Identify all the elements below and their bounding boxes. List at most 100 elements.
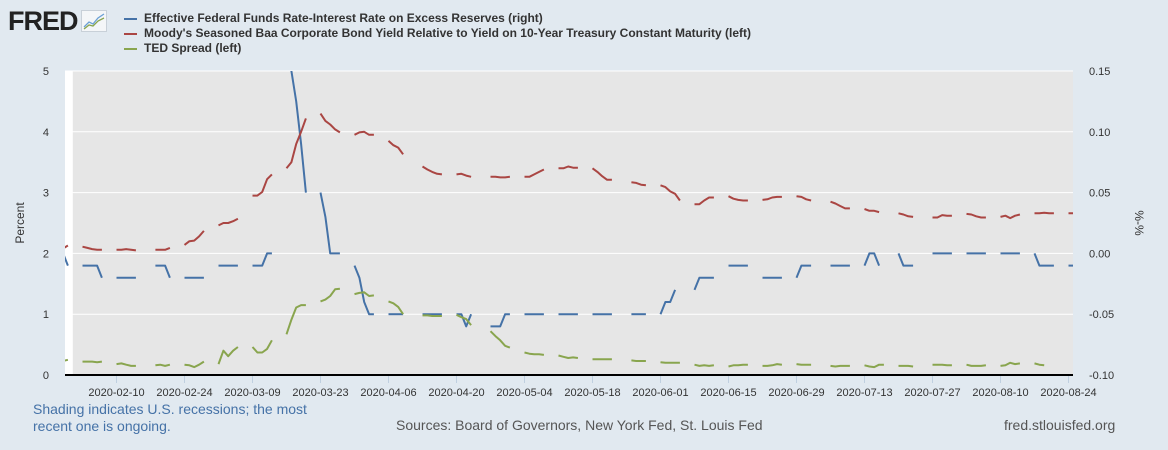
series-line-segment (456, 313, 472, 326)
series-line-segment (966, 212, 986, 219)
series-line-segment (319, 113, 341, 134)
series-line-segment (65, 244, 69, 249)
y-tick-label: 3 (43, 188, 49, 200)
series-line-segment (65, 255, 69, 266)
series-line-segment (82, 360, 103, 364)
series-line-segment (1000, 361, 1021, 367)
series-line-segment (591, 167, 612, 181)
series-line-segment (796, 195, 812, 202)
y-right-tick-label: -0.05 (1089, 309, 1114, 321)
x-tick-label: 2020-06-01 (632, 387, 688, 399)
series-line-segment (421, 165, 443, 176)
series-line-segment (932, 214, 952, 219)
series-line-segment (1034, 211, 1054, 215)
x-tick-label: 2020-04-06 (360, 387, 416, 399)
series-line-segment (387, 140, 404, 155)
y-right-tick-label: 0.15 (1089, 66, 1110, 78)
series-line-segment (897, 253, 914, 267)
y-tick-label: 2 (43, 248, 49, 260)
series-line-segment (285, 118, 307, 169)
series-line-segment (1000, 213, 1021, 220)
series-line-segment (728, 195, 748, 202)
chart-legend: Effective Federal Funds Rate-Interest Ra… (124, 11, 751, 56)
series-line-segment (728, 363, 748, 368)
series-line-segment (660, 184, 681, 202)
series-line-segment (82, 245, 102, 251)
y-tick-label: 1 (43, 309, 49, 321)
series-line-segment (1033, 253, 1054, 267)
series-line-segment (290, 71, 307, 193)
series-line-segment (631, 181, 647, 187)
x-tick-label: 2020-08-24 (1040, 387, 1096, 399)
series-line-segment (252, 252, 272, 267)
x-tick-label: 2020-07-27 (904, 387, 960, 399)
series-line-segment (320, 287, 341, 303)
series-line-segment (830, 364, 850, 368)
y-tick-label: 0 (43, 370, 49, 382)
legend-swatch-red (124, 32, 137, 35)
y-axis-title-left: Percent (13, 202, 27, 244)
series-line-segment (217, 346, 239, 365)
x-tick-label: 2020-03-23 (292, 387, 348, 399)
series-line-segment (252, 173, 273, 197)
series-line-segment (183, 230, 205, 246)
y-right-tick-label: 0.10 (1089, 127, 1110, 139)
x-axis: 2020-02-10 2020-02-24 2020-03-09 2020-03-23… (88, 375, 1097, 399)
chart-line-icon (80, 10, 107, 32)
series-line-segment (932, 363, 952, 367)
y-tick-label: 5 (43, 66, 49, 78)
series-line-segment (489, 330, 511, 349)
recession-note: Shading indicates U.S. recessions; the m… (33, 401, 307, 434)
series-line-segment (422, 314, 442, 317)
series-line-segment (864, 363, 884, 369)
legend-label: TED Spread (left) (144, 41, 242, 55)
sources-text: Sources: Board of Governors, New York Fe… (396, 417, 763, 433)
y-tick-label: 4 (43, 127, 49, 139)
series-line-segment (353, 265, 374, 316)
series-line-segment (558, 165, 578, 170)
series-line-segment (354, 291, 375, 297)
x-tick-label: 2020-08-10 (972, 387, 1028, 399)
series-line-segment (184, 360, 205, 369)
legend-swatch-blue (124, 17, 137, 20)
y-right-tick-label: -0.10 (1089, 370, 1114, 382)
series-2 (65, 287, 1045, 369)
series-line-segment (694, 196, 714, 206)
y-right-tick-label: 0.00 (1089, 248, 1110, 260)
series-line-segment (490, 175, 511, 179)
y-axis-left: 0 1 2 3 4 5 (43, 66, 49, 382)
series-line-segment (155, 363, 171, 367)
legend-item-baa-spread[interactable]: Moody's Seasoned Baa Corporate Bond Yiel… (124, 26, 751, 41)
series-line-segment (864, 208, 880, 214)
series-line-segment (660, 361, 680, 364)
series-line-segment (762, 195, 782, 201)
series-line-segment (456, 172, 472, 178)
series-line-segment (795, 264, 812, 279)
legend-item-ted-spread[interactable]: TED Spread (left) (124, 41, 751, 56)
series-line-segment (898, 364, 914, 368)
x-tick-label: 2020-05-04 (496, 387, 552, 399)
gridlines (65, 70, 1073, 315)
series-line-segment (558, 354, 579, 359)
fred-logo[interactable]: FRED (8, 6, 107, 36)
series-line-segment (218, 217, 239, 227)
series-line-segment (524, 351, 545, 356)
series-lines (65, 71, 1073, 369)
series-line-segment (694, 363, 715, 367)
series-line-segment (863, 252, 881, 266)
series-line-segment (659, 289, 677, 315)
legend-label: Effective Federal Funds Rate-Interest Ra… (144, 11, 543, 25)
series-0 (65, 71, 1073, 328)
site-link[interactable]: fred.stlouisfed.org (1004, 417, 1116, 433)
recession-shading (72, 71, 1074, 375)
legend-item-effr-ioer[interactable]: Effective Federal Funds Rate-Interest Ra… (124, 11, 751, 26)
series-line-segment (116, 362, 136, 367)
series-line-segment (155, 264, 171, 279)
series-line-segment (456, 313, 473, 328)
series-line-segment (82, 264, 103, 279)
series-line-segment (490, 313, 510, 328)
x-tick-label: 2020-06-29 (768, 387, 824, 399)
series-line-segment (354, 130, 374, 136)
series-line-segment (898, 212, 914, 218)
